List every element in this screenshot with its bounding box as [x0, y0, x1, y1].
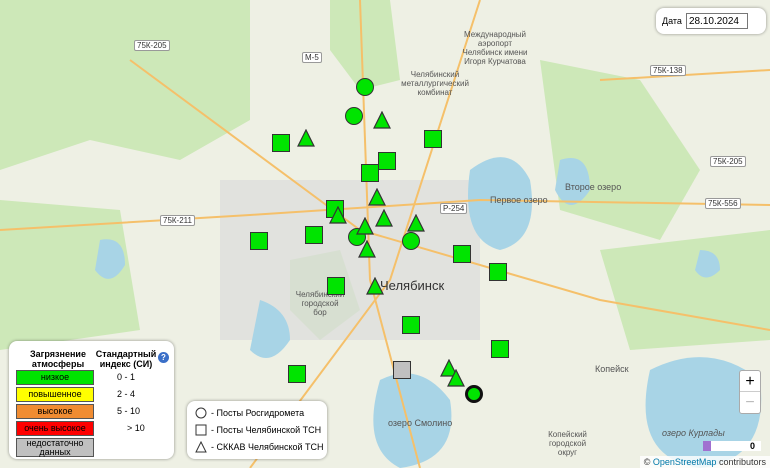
station-marker-triangle[interactable] — [440, 358, 458, 377]
zoom-out-button[interactable]: − — [745, 394, 755, 411]
station-marker-triangle[interactable] — [375, 208, 393, 227]
date-label: Дата — [662, 16, 682, 26]
plant-label: Челябинский металлургический комбинат — [401, 70, 469, 97]
station-marker-triangle[interactable] — [356, 216, 374, 235]
district-label: Копейский городской округ — [548, 430, 587, 457]
lake-label: Первое озеро — [490, 195, 548, 205]
time-slider[interactable]: 0 — [703, 441, 761, 451]
copyright: © — [643, 457, 651, 467]
type-label: - Посты Росгидромета — [211, 408, 305, 418]
station-marker-triangle[interactable] — [447, 368, 465, 387]
station-marker-triangle[interactable] — [329, 205, 347, 224]
lake-label: озеро Смолино — [388, 418, 453, 428]
station-marker-triangle[interactable] — [407, 213, 425, 232]
legend-level: повышенное — [16, 387, 94, 402]
station-marker-square[interactable] — [327, 277, 345, 295]
road-label: 75К-205 — [134, 40, 170, 51]
legend-header-index: Стандартный индекс (СИ) — [95, 349, 157, 369]
slider-value: 0 — [749, 441, 755, 451]
station-marker-triangle[interactable] — [297, 128, 315, 147]
lake-label: Второе озеро — [565, 182, 622, 192]
city-label: Челябинск — [380, 278, 445, 293]
legend-header-level: Загрязнение атмосферы — [30, 349, 86, 369]
legend-level: низкое — [16, 370, 94, 385]
station-marker-square[interactable] — [288, 365, 306, 383]
question-circle-icon[interactable]: ? — [158, 352, 169, 363]
osm-link[interactable]: OpenStreetMap — [652, 457, 717, 467]
road-label: 75К-556 — [705, 198, 741, 209]
station-marker-square[interactable] — [393, 361, 411, 379]
road-label: М-5 — [302, 52, 322, 63]
road-label: 75К-211 — [160, 215, 195, 226]
attribution-text: contributors — [718, 457, 766, 467]
lake-label: озеро Курлады — [662, 428, 725, 438]
legend-level: очень высокое — [16, 421, 94, 436]
station-marker-circle[interactable] — [465, 385, 483, 403]
station-type-legend: - Посты Росгидромета - Посты Челябинской… — [187, 401, 327, 459]
slider-handle[interactable] — [703, 441, 711, 451]
date-panel: Дата — [656, 8, 766, 34]
station-marker-square[interactable] — [402, 316, 420, 334]
station-marker-triangle[interactable] — [373, 110, 391, 129]
station-marker-square[interactable] — [361, 164, 379, 182]
airport-label: Международный аэропорт Челябинск имени И… — [462, 30, 528, 66]
station-marker-square[interactable] — [491, 340, 509, 358]
attribution: © OpenStreetMap contributors — [639, 456, 770, 468]
town-label: Копейск — [595, 364, 629, 374]
type-label: - СККАВ Челябинской ТСН — [211, 442, 324, 452]
road-label: 75К-138 — [650, 65, 686, 76]
station-marker-circle[interactable] — [402, 232, 420, 250]
station-marker-square[interactable] — [489, 263, 507, 281]
legend-range: 0 - 1 — [117, 372, 136, 382]
road-label: Р-254 — [440, 203, 468, 214]
station-marker-square[interactable] — [250, 232, 268, 250]
station-marker-square[interactable] — [424, 130, 442, 148]
legend-range: 2 - 4 — [117, 389, 136, 399]
road-label: 75К-205 — [710, 156, 746, 167]
station-marker-square[interactable] — [453, 245, 471, 263]
triangle-icon — [195, 441, 207, 453]
date-input[interactable] — [685, 13, 748, 29]
legend-range: 5 - 10 — [117, 406, 141, 416]
legend-level: высокое — [16, 404, 94, 419]
station-marker-circle[interactable] — [345, 107, 363, 125]
square-icon — [195, 424, 207, 436]
station-marker-square[interactable] — [378, 152, 396, 170]
station-marker-triangle[interactable] — [358, 239, 376, 258]
type-label: - Посты Челябинской ТСН — [211, 425, 322, 435]
zoom-control: + − — [739, 370, 761, 414]
legend-level: недостаточно данных — [16, 438, 94, 457]
circle-icon — [195, 407, 207, 419]
station-marker-circle[interactable] — [356, 78, 374, 96]
pollution-legend: Загрязнение атмосферы Стандартный индекс… — [9, 341, 174, 459]
station-marker-triangle[interactable] — [366, 276, 384, 295]
station-marker-square[interactable] — [272, 134, 290, 152]
station-marker-triangle[interactable] — [368, 187, 386, 206]
zoom-in-button[interactable]: + — [740, 371, 760, 392]
forest-label: Челябинский городской бор — [295, 290, 345, 317]
legend-range: > 10 — [127, 423, 145, 433]
station-marker-square[interactable] — [305, 226, 323, 244]
